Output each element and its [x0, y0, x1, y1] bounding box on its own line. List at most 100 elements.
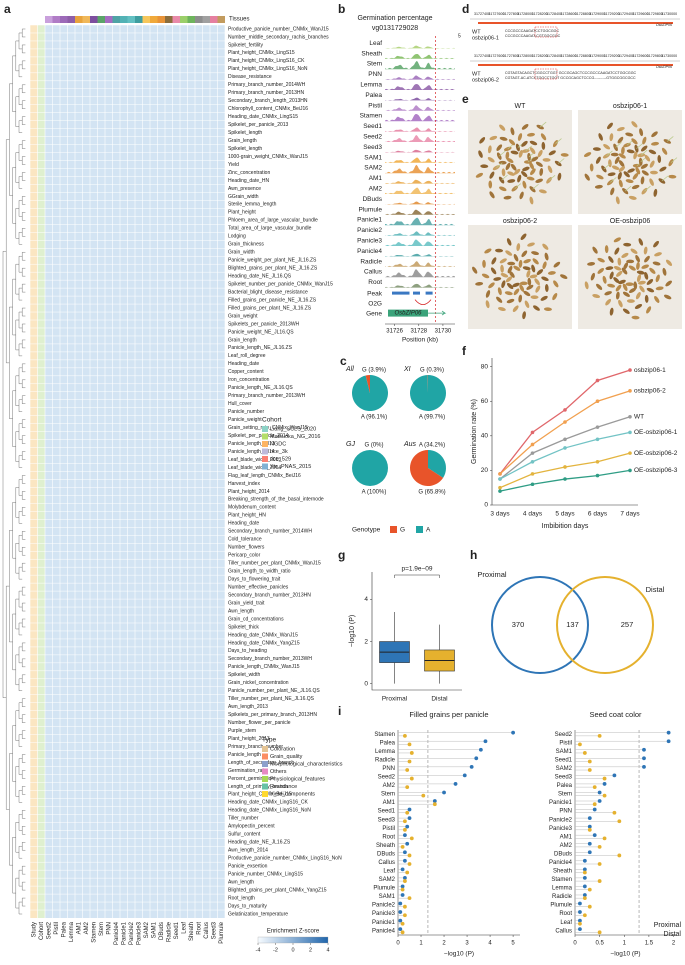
seed [529, 147, 536, 155]
row-label: Disease_resistance [228, 74, 272, 80]
point [498, 489, 502, 493]
dendrogram [22, 283, 26, 293]
row-label: Percent_germination [228, 776, 274, 782]
seed [602, 275, 607, 284]
y-tick-label: AM2 [560, 843, 573, 849]
seed [649, 267, 656, 274]
dendrogram [22, 881, 26, 891]
sprout [499, 150, 506, 157]
row-label: Heading_date_NE_JL16.ZS [228, 840, 291, 846]
point [498, 477, 502, 481]
dot [453, 782, 458, 786]
dot [442, 790, 446, 795]
dendrogram [22, 642, 26, 652]
axes [371, 572, 462, 691]
peak-bar [425, 291, 433, 295]
y-tick-label: 20 [481, 467, 489, 474]
dendrogram [22, 395, 26, 404]
x-tick-label: 0.5 [595, 941, 604, 947]
dot [578, 901, 582, 906]
dendrogram [22, 228, 26, 237]
seed [651, 131, 658, 138]
legend-swatch [262, 463, 268, 470]
seed [529, 196, 534, 205]
legend-title: Genotype [352, 527, 381, 534]
dot [597, 845, 602, 849]
row-label: Iron_concentration [228, 377, 270, 383]
dot [587, 841, 592, 846]
dendrogram [15, 598, 19, 630]
row-label: Heading_date_HN [228, 178, 270, 184]
seed [634, 303, 643, 309]
seed [636, 270, 645, 275]
track-label: Seed2 [363, 134, 382, 141]
dot [398, 927, 403, 932]
dot [400, 845, 405, 849]
panel-label: c [340, 354, 347, 368]
row-label: Blighted_grains_per_plant_NE_JL16.ZS [228, 266, 318, 272]
x-tick-label: 2 [672, 941, 676, 947]
point [563, 446, 567, 450]
position-label: 31728200 [532, 12, 548, 16]
seed [649, 178, 654, 186]
point [530, 442, 535, 447]
row-label: Heading_date_CNMix_WanJ15 [228, 632, 298, 638]
legend-label: Proximal [654, 922, 682, 929]
seed [507, 179, 516, 183]
colorbar-tick-label: -2 [273, 947, 278, 953]
dendrogram [18, 479, 23, 496]
seed [592, 246, 598, 254]
dot [400, 893, 405, 897]
seed [475, 281, 484, 286]
seed [482, 259, 486, 268]
dot [407, 759, 412, 764]
point [628, 468, 632, 473]
x-axis-label: Position (kb) [402, 337, 438, 344]
seed [552, 292, 558, 301]
dot [432, 799, 437, 803]
seed [595, 156, 601, 164]
sprout [670, 157, 678, 163]
row-label: Panicle_exsertion [228, 864, 268, 870]
row-label: Panicle_number_CNMix_LingS15 [228, 871, 303, 877]
seed [480, 164, 489, 169]
seed [633, 281, 638, 290]
legend-label: NGDC [270, 441, 286, 447]
dot [592, 807, 597, 812]
dendrogram [18, 144, 23, 161]
seed [649, 170, 658, 175]
chart-title: Seed coat color [589, 710, 642, 719]
point [628, 368, 632, 372]
legend-label: rice_3k [270, 449, 288, 455]
seed [636, 261, 640, 270]
dendrogram [22, 323, 26, 333]
row-label: Harvest_index [228, 481, 260, 487]
axes [397, 730, 520, 936]
row-label: Spikelet_thick [228, 624, 259, 630]
seed [622, 283, 628, 291]
row-label: Pericarp_color [228, 553, 261, 559]
dot [409, 836, 414, 841]
seed [665, 280, 672, 287]
y-tick-label: Leaf [560, 920, 572, 926]
legend-swatch [262, 768, 268, 775]
seed [489, 135, 498, 141]
photo-label: OE-osbzip06 [610, 218, 651, 225]
y-tick-label: SAM1 [556, 749, 573, 755]
y-axis-label: −log10 (P) [349, 615, 356, 648]
dot [578, 910, 582, 914]
column-label: SAM1 [151, 921, 157, 938]
seed [513, 254, 519, 262]
sprout [667, 136, 674, 142]
dot [400, 921, 405, 926]
seed [530, 168, 536, 176]
row-label: Spikelets_per_primary_branch_2013HN [228, 712, 317, 718]
tissue-strip [75, 16, 83, 23]
seed [526, 284, 534, 290]
seed [627, 168, 635, 173]
dendrogram [6, 585, 10, 810]
x-tick-label: 1.5 [645, 941, 654, 947]
tissue-strip [67, 16, 75, 23]
dendrogram [15, 710, 19, 741]
dendrogram [18, 88, 23, 105]
